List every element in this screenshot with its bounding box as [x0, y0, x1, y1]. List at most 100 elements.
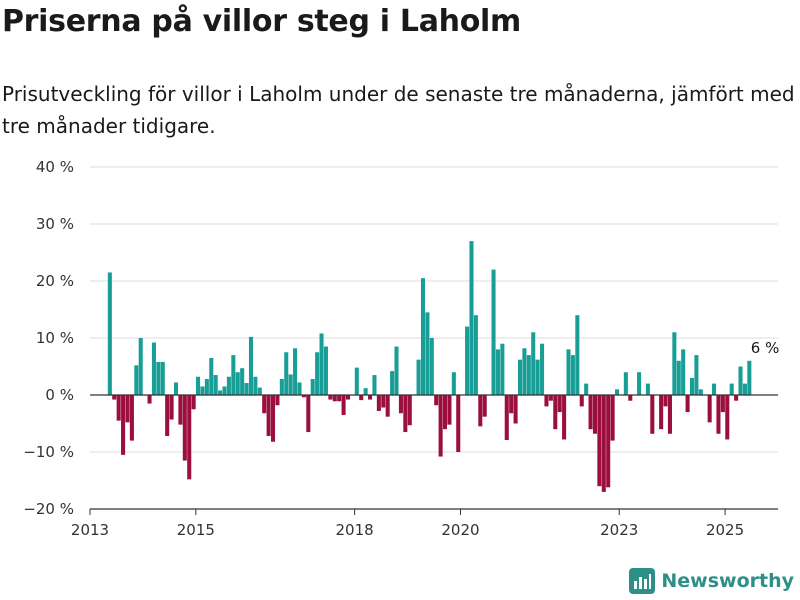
bar — [601, 395, 606, 492]
bar — [588, 395, 593, 430]
bar — [226, 376, 231, 395]
bar — [712, 383, 717, 395]
bar — [284, 352, 289, 395]
y-tick-label: −10 % — [23, 443, 74, 461]
bar — [147, 395, 152, 404]
bar — [341, 395, 346, 415]
bar — [698, 389, 703, 395]
bar — [354, 367, 359, 395]
bar — [694, 355, 699, 395]
x-tick-label: 2018 — [336, 521, 374, 539]
value-annotation: 6 % — [751, 339, 780, 357]
bar — [473, 315, 478, 395]
bar — [315, 352, 320, 395]
bar — [434, 395, 439, 406]
bar — [262, 395, 267, 414]
bar — [116, 395, 121, 421]
bar — [394, 346, 399, 395]
bar — [606, 395, 611, 488]
bar — [209, 357, 214, 395]
bar — [451, 372, 456, 395]
bar — [540, 343, 545, 395]
bar — [659, 395, 664, 430]
bar — [112, 395, 117, 400]
bar — [729, 383, 734, 395]
bar — [685, 395, 690, 413]
bar — [676, 360, 681, 395]
bar — [734, 395, 739, 401]
x-axis: 2013 2015 2018 2020 2023 2025 — [71, 509, 744, 539]
bar — [681, 349, 686, 395]
bar — [297, 382, 302, 395]
bar — [328, 395, 333, 400]
bar — [742, 383, 747, 395]
bar — [403, 395, 408, 433]
bar — [323, 346, 328, 395]
bar — [407, 395, 412, 426]
bar — [363, 388, 368, 395]
bar — [526, 355, 531, 395]
bar — [614, 389, 620, 395]
bar — [121, 395, 126, 455]
y-tick-label: 10 % — [36, 329, 74, 347]
bar — [517, 359, 523, 395]
bar — [592, 395, 598, 434]
bar — [376, 395, 381, 411]
bar — [725, 395, 730, 440]
bar — [160, 361, 165, 395]
bar — [531, 332, 536, 395]
bar — [689, 377, 695, 395]
y-axis: −20 % −10 % 0 % 10 % 20 % 30 % 40 % — [23, 158, 74, 518]
bar — [548, 395, 553, 401]
brand-name: Newsworthy — [661, 570, 794, 592]
bar — [218, 390, 223, 395]
bar — [645, 383, 650, 395]
bar — [637, 372, 642, 395]
bar — [253, 376, 258, 395]
bar — [368, 395, 373, 400]
bar — [244, 383, 249, 395]
y-tick-label: 40 % — [36, 158, 74, 176]
bar — [597, 395, 602, 487]
bar-chart: −20 %−10 %0 %10 %20 %30 %40 % 2013 2015 20… — [23, 158, 780, 539]
bar — [390, 371, 395, 395]
bar — [359, 395, 364, 401]
bar — [469, 241, 474, 395]
bar — [478, 395, 483, 427]
bar — [544, 395, 549, 407]
bar — [231, 355, 236, 395]
bar — [513, 395, 518, 424]
bar — [429, 338, 434, 395]
bar — [196, 376, 201, 395]
bar — [332, 395, 337, 402]
bar — [129, 395, 134, 441]
bar — [456, 395, 461, 452]
bar — [310, 379, 315, 395]
bar — [204, 379, 209, 395]
bar — [182, 395, 187, 461]
bar — [579, 395, 584, 407]
bar — [442, 395, 448, 430]
bar — [187, 395, 192, 480]
y-tick-label: 30 % — [36, 215, 74, 233]
annotations: 6 % — [751, 339, 780, 357]
bar — [385, 395, 390, 417]
bar — [319, 333, 324, 395]
bar — [345, 395, 351, 400]
brand: Newsworthy — [629, 568, 794, 594]
bar — [465, 326, 470, 395]
bar — [240, 368, 245, 395]
bar — [169, 395, 174, 420]
bar — [213, 375, 218, 395]
bar — [191, 395, 196, 410]
bar — [288, 374, 293, 395]
bar — [420, 278, 426, 395]
bars — [107, 241, 752, 492]
bar — [151, 342, 156, 395]
bar — [372, 375, 377, 395]
x-tick-label: 2025 — [706, 521, 744, 539]
bar — [425, 312, 430, 395]
y-tick-label: 0 % — [45, 386, 74, 404]
axes — [90, 394, 778, 510]
bar — [266, 395, 271, 437]
